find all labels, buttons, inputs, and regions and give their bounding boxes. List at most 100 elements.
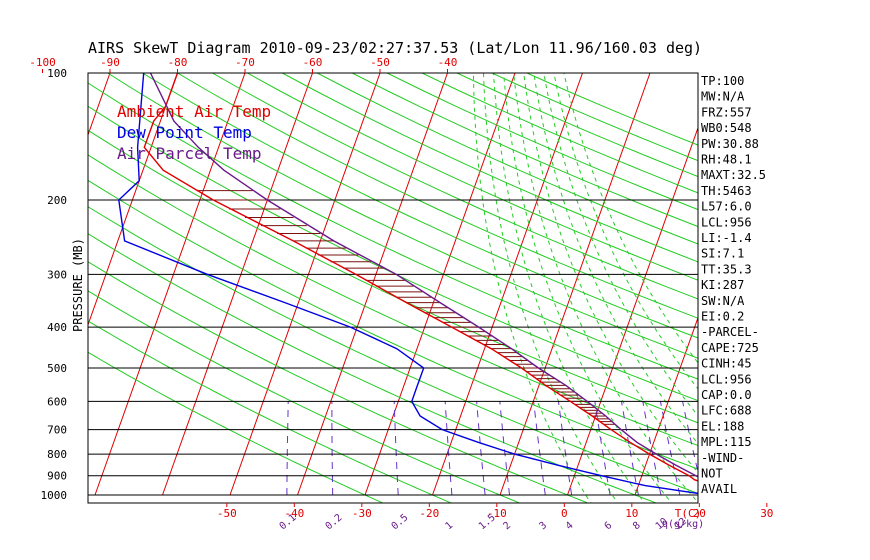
index-item: TT:35.3 <box>701 262 752 276</box>
isotherm <box>162 73 313 496</box>
dry-adiabat <box>385 73 698 211</box>
mixing-ratio-line <box>476 401 486 496</box>
top-temp-tick-label: -90 <box>100 56 120 69</box>
dry-adiabat <box>88 179 698 470</box>
pressure-tick-label: 800 <box>47 448 67 461</box>
index-item: CINH:45 <box>701 357 752 371</box>
moist-adiabat <box>553 73 698 390</box>
legend-entry: Ambient Air Temp <box>117 102 271 121</box>
index-item: L57:6.0 <box>701 200 752 214</box>
bottom-temp-tick-label: -10 <box>487 507 507 520</box>
isotherm <box>770 73 870 495</box>
moist-adiabat <box>513 73 698 503</box>
plot-frame <box>87 72 699 504</box>
moist-adiabat <box>523 73 698 474</box>
index-item: LCL:956 <box>701 372 752 386</box>
mixing-ratio-label: 1 <box>443 520 455 532</box>
moist-adiabat <box>533 73 698 445</box>
top-temp-tick-label: -70 <box>235 56 255 69</box>
mixing-ratio-label: 8 <box>631 520 643 532</box>
isotherm <box>94 73 246 496</box>
index-item: PW:30.88 <box>701 137 759 151</box>
isotherm <box>88 73 178 327</box>
bottom-temp-tick-label: 20 <box>693 507 706 520</box>
dry-adiabat <box>88 82 698 380</box>
axes: -120-110-100-90-80-70-60-50-40-50-40-30-… <box>29 56 773 532</box>
dry-adiabat <box>316 73 698 245</box>
pressure-tick-label: 600 <box>47 395 67 408</box>
bottom-temp-tick-label: -20 <box>419 507 439 520</box>
mixing-ratio-line <box>785 401 813 495</box>
index-item: KI:287 <box>701 278 744 292</box>
dry-adiabat <box>88 129 698 424</box>
pressure-tick-label: 400 <box>47 321 67 334</box>
index-item: TH:5463 <box>701 184 752 198</box>
top-temp-tick-label: -50 <box>370 56 390 69</box>
mixing-ratio-line <box>594 401 611 496</box>
mixing-ratio-line <box>533 401 546 496</box>
isotherm <box>364 73 516 496</box>
pressure-tick-label: 200 <box>47 194 67 207</box>
top-temp-tick-label: -60 <box>303 56 323 69</box>
isotherm <box>432 73 583 496</box>
mixing-ratio-line <box>444 401 453 496</box>
isotherm <box>499 73 651 496</box>
index-item: EL:188 <box>701 419 744 433</box>
ambient-air-temp-line <box>143 73 698 482</box>
dry-adiabat <box>88 320 453 503</box>
index-item: MAXT:32.5 <box>701 168 766 182</box>
index-item: MPL:115 <box>701 435 752 449</box>
profile-lines <box>118 73 698 495</box>
index-item: -PARCEL- <box>701 325 759 339</box>
mixing-ratio-label: 0.2 <box>324 512 345 532</box>
mixing-ratio-label: 4 <box>564 520 576 532</box>
moist-adiabat <box>503 73 673 503</box>
index-item: -WIND- <box>701 451 744 465</box>
pressure-tick-label: 100 <box>47 67 67 80</box>
x-axis-unit-label: T(C) <box>675 507 702 520</box>
dry-adiabat <box>141 73 698 339</box>
isotherm <box>229 73 381 496</box>
bottom-temp-tick-label: -30 <box>352 507 372 520</box>
legend: Ambient Air Temp Dew Point Temp Air Parcel… <box>117 102 271 163</box>
pressure-tick-label: 500 <box>47 362 67 375</box>
pressure-tick-label: 700 <box>47 424 67 437</box>
isotherm <box>0 73 43 495</box>
dry-adiabat <box>246 73 698 281</box>
index-item: SI:7.1 <box>701 247 744 261</box>
mixing-ratio-line <box>393 401 399 496</box>
mixing-ratio-line <box>331 401 334 496</box>
top-temp-tick-label: -40 <box>438 56 458 69</box>
dry-adiabat <box>455 73 698 178</box>
isotherm <box>567 126 698 496</box>
mixing-ratio-line <box>754 401 779 495</box>
mixing-ratio-label: 0.5 <box>390 512 411 532</box>
index-item: RH:48.1 <box>701 153 752 167</box>
mixing-ratio-unit-label: q(g/kg) <box>662 519 704 530</box>
pressure-tick-label: 900 <box>47 470 67 483</box>
index-item: EI:0.2 <box>701 310 744 324</box>
index-item: CAPE:725 <box>701 341 759 355</box>
pressure-tick-label: 1000 <box>41 489 68 502</box>
dry-adiabat <box>281 73 698 263</box>
dry-adiabat <box>88 105 698 402</box>
pressure-tick-label: 300 <box>47 268 67 281</box>
bottom-temp-tick-label: 0 <box>561 507 568 520</box>
dew-point-temp-line <box>118 73 698 495</box>
bottom-temp-tick-label: -40 <box>284 507 304 520</box>
bottom-temp-tick-label: 10 <box>625 507 638 520</box>
top-temp-tick-label: -80 <box>168 56 188 69</box>
index-item: CAP:0.0 <box>701 388 752 402</box>
air-parcel-temp-line <box>149 73 698 478</box>
legend-entry: Dew Point Temp <box>117 123 252 142</box>
index-item: LFC:688 <box>701 404 752 418</box>
dry-adiabat <box>106 73 698 359</box>
cape-hatching <box>196 190 615 425</box>
index-item: SW:N/A <box>701 294 745 308</box>
mixing-ratio-line <box>286 401 289 495</box>
index-item: FRZ:557 <box>701 105 752 119</box>
dry-adiabat <box>88 261 590 503</box>
index-item: TP:100 <box>701 74 744 88</box>
index-item: NOT <box>701 467 723 481</box>
